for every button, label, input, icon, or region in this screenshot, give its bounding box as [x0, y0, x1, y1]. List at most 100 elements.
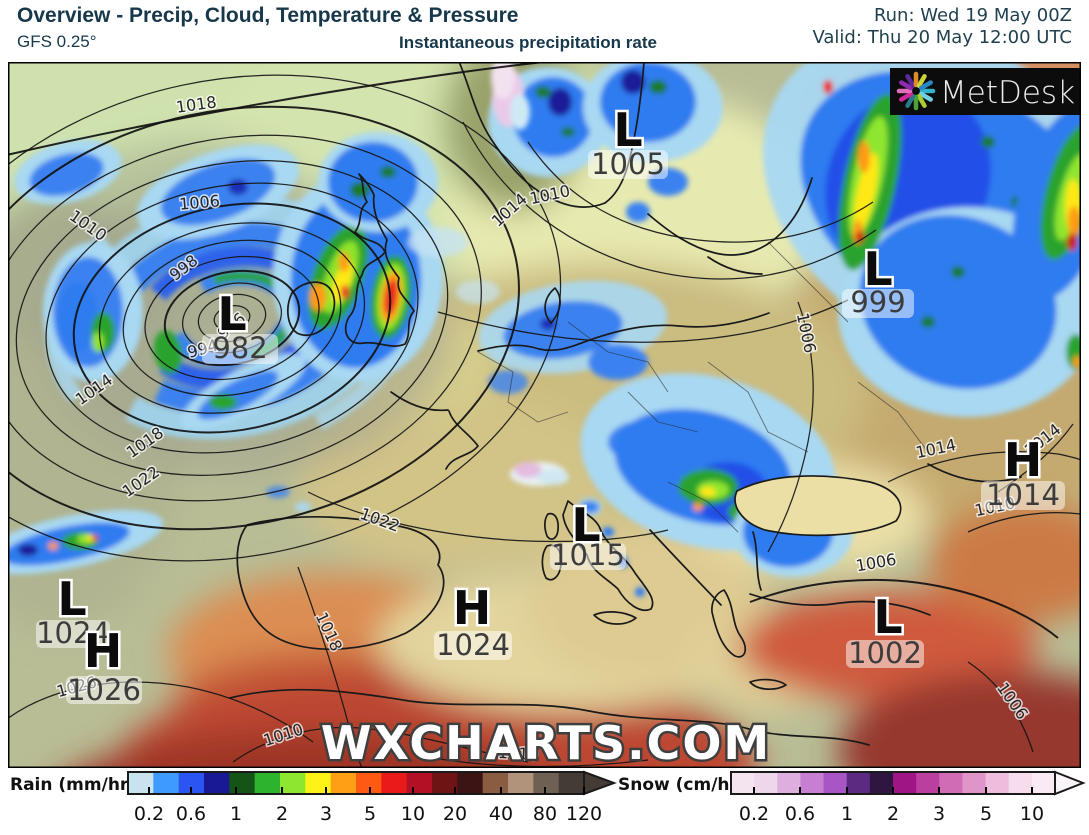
pressure-system-low-atlantic: L 982	[202, 285, 278, 365]
rain-colorbar-segments	[128, 772, 585, 794]
isobar-label: 1006	[178, 191, 220, 213]
isobar-label: 1010	[497, 743, 539, 764]
precipitation-layer	[8, 62, 1081, 597]
pressure-value: 1005	[591, 147, 665, 181]
snow-colorbar-ticks	[753, 787, 1033, 794]
colorbar-segment	[869, 772, 894, 794]
pressure-value-bg	[588, 150, 668, 179]
colorbar-segment	[229, 772, 256, 794]
pressure-systems: L 982 L 1005 L 999 H 1014 L 1015	[36, 101, 1065, 707]
colorbar-segment	[916, 772, 940, 794]
colorbar-segment	[754, 772, 778, 794]
page-title: Overview - Precip, Cloud, Temperature & …	[17, 4, 519, 27]
rain-tick-label: 0.2	[134, 803, 164, 825]
colorbar-segment	[178, 772, 205, 794]
colorbar-segment	[1031, 772, 1056, 794]
rain-legend-label: Rain (mm/hr)	[10, 775, 137, 795]
pressure-value-bg	[66, 676, 142, 704]
rain-tick-label: 80	[533, 803, 557, 825]
snow-colorbar-segments	[731, 772, 1056, 794]
snow-tick-label: 0.6	[785, 803, 815, 825]
snow-layer	[491, 62, 569, 486]
colorbar-segment	[985, 772, 1010, 794]
rain-tick-label: 0.6	[176, 803, 206, 825]
pressure-value: 1024	[436, 628, 510, 662]
pressure-system-high-westmed: H 1024	[434, 579, 512, 662]
pressure-value: 1015	[551, 538, 625, 572]
colorbar-segment	[204, 772, 230, 794]
logo-starburst-icon	[896, 71, 936, 111]
pressure-value-bg	[846, 640, 924, 668]
pressure-system-high-southwest: H 1026	[66, 622, 142, 707]
colorbar-segment	[406, 772, 433, 794]
colorbar-segment	[381, 772, 408, 794]
rain-colorbar: 0.2 0.6 1 2 3 5 10 20 40 80 120	[127, 770, 617, 825]
colorbar-segment	[800, 772, 825, 794]
pressure-letter: L	[863, 242, 892, 296]
pressure-value: 1014	[986, 478, 1060, 512]
snow-tick-label: 1	[841, 803, 853, 825]
colorbar-segment	[254, 772, 281, 794]
colorbar-segment	[939, 772, 964, 794]
pressure-system-low-italy: L 1015	[550, 496, 626, 572]
snow-tick-label: 3	[933, 803, 945, 825]
snow-tick-label: 10	[1020, 803, 1044, 825]
rain-tick-label: 3	[320, 803, 332, 825]
weather-map: 1018 1006 1010 998 994 986 1014 1018 102…	[8, 62, 1081, 768]
rain-colorbar-outline	[127, 771, 585, 795]
pressure-value-bg	[981, 481, 1065, 510]
rain-tick-label: 40	[489, 803, 513, 825]
pressure-value: 1002	[848, 636, 922, 670]
rain-tick-labels: 0.2 0.6 1 2 3 5 10 20 40 80 120	[134, 803, 602, 825]
rain-tick-label: 5	[364, 803, 376, 825]
pressure-system-high-east: H 1014	[981, 431, 1065, 512]
rain-colorbar-ticks	[148, 787, 585, 794]
snow-tick-label: 0.2	[739, 803, 769, 825]
metdesk-logo: MetDesk	[890, 68, 1080, 115]
colorbar-segment	[280, 772, 306, 794]
snow-tick-label: 2	[887, 803, 899, 825]
coastlines	[229, 62, 1022, 746]
watermark: WXCHARTS.COM	[321, 716, 771, 768]
colorbar-segment	[823, 772, 848, 794]
colorbar-segment	[305, 772, 332, 794]
pressure-value-bg	[202, 334, 278, 364]
colorbar-segment	[128, 772, 154, 794]
map-border	[8, 62, 1081, 768]
pressure-system-low-scandinavia: L 1005	[588, 101, 668, 181]
rain-tick-label: 2	[276, 803, 288, 825]
pressure-system-low-southwest: L 1024	[36, 570, 110, 650]
pressure-value-bg	[434, 631, 512, 660]
colorbar-segment	[153, 772, 180, 794]
model-label: GFS 0.25°	[17, 32, 97, 51]
colorbar-segment	[533, 772, 560, 794]
pressure-letter: H	[84, 624, 123, 678]
rain-colorbar-arrow	[583, 770, 617, 796]
precip-mode-subtitle: Instantaneous precipitation rate	[399, 33, 657, 52]
snow-tick-labels: 0.2 0.6 1 2 3 5 10	[739, 803, 1044, 825]
pressure-value-bg	[550, 543, 626, 570]
rain-tick-label: 1	[230, 803, 242, 825]
pressure-value: 999	[850, 285, 905, 319]
pressure-value: 982	[212, 331, 267, 365]
rain-tick-label: 120	[566, 803, 602, 825]
pressure-letter: L	[217, 287, 246, 341]
rain-tick-label: 10	[401, 803, 425, 825]
pressure-value: 1026	[67, 673, 141, 707]
snow-colorbar: 0.2 0.6 1 2 3 5 10	[730, 770, 1086, 825]
valid-time-label: Valid: Thu 20 May 12:00 UTC	[812, 27, 1072, 48]
colorbar-segment	[508, 772, 534, 794]
pressure-letter: L	[613, 103, 642, 157]
pressure-letter: L	[57, 572, 86, 626]
snow-tick-label: 5	[980, 803, 992, 825]
pressure-value-bg	[842, 289, 914, 318]
isobar-curves	[8, 62, 1081, 768]
pressure-letter: L	[873, 590, 902, 644]
colorbar-segment	[558, 772, 585, 794]
colorbar-segment	[432, 772, 458, 794]
pressure-letter: L	[571, 498, 600, 552]
pressure-system-low-turkey: L 1002	[846, 588, 924, 670]
colorbar-segment	[457, 772, 484, 794]
colorbar-segment	[330, 772, 357, 794]
